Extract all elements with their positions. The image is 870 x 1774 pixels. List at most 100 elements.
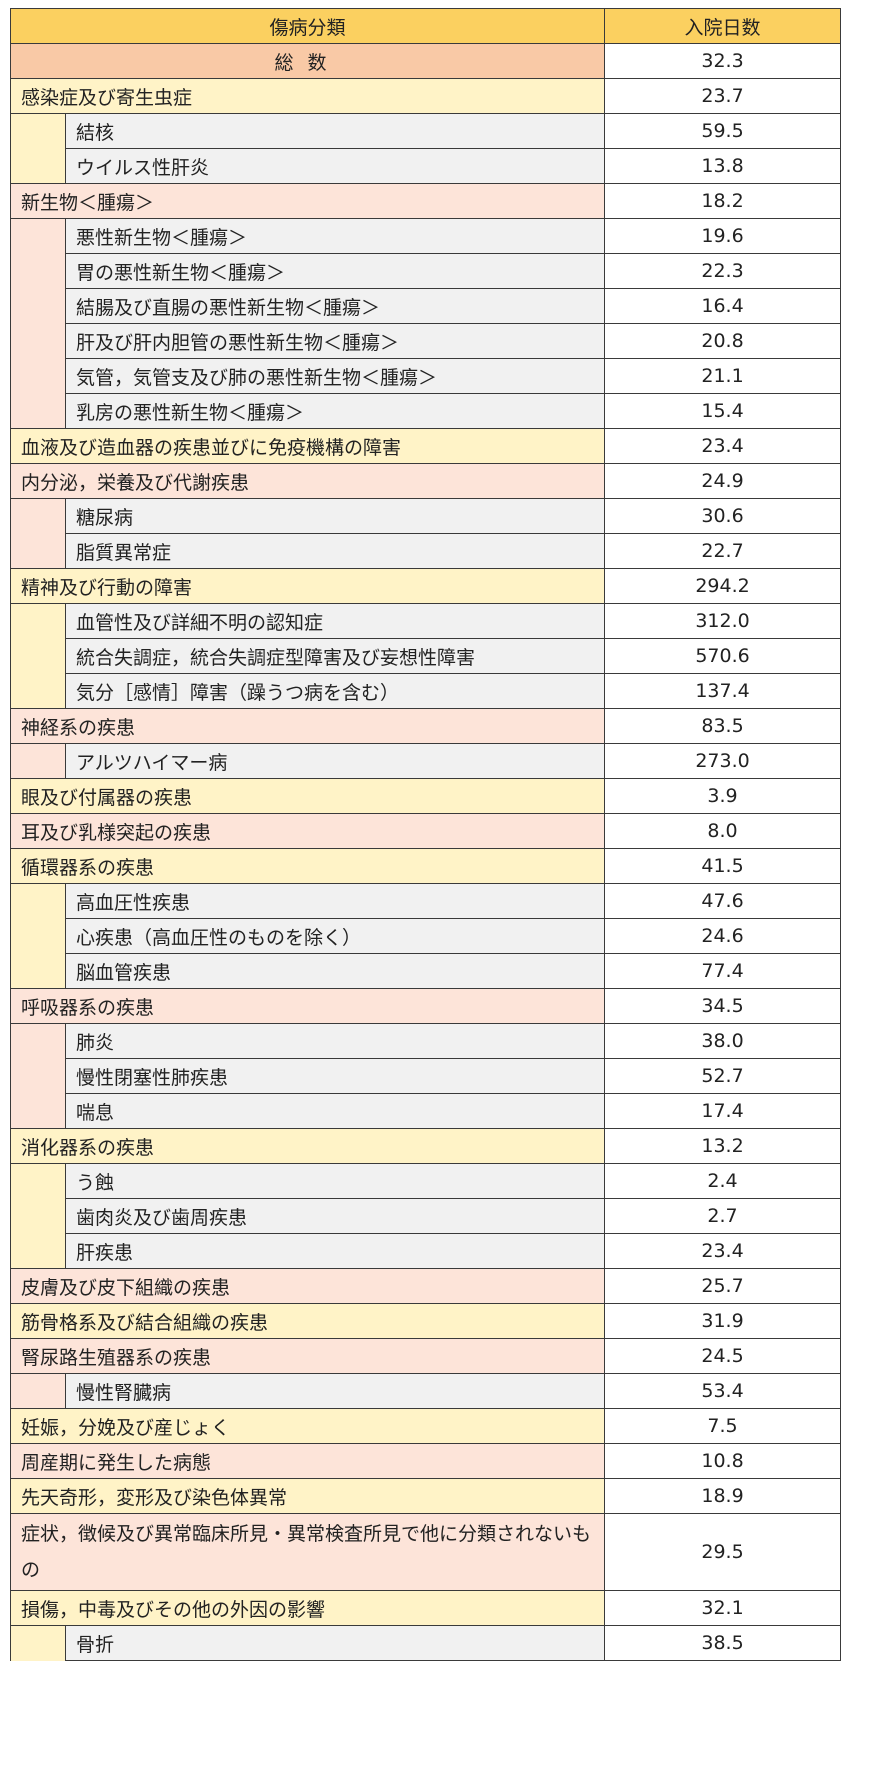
category-name: 症状，徴候及び異常臨床所見・異常検査所見で他に分類されないもの (9, 1513, 606, 1591)
indent-cell (10, 253, 66, 289)
category-name: 先天奇形，変形及び染色体異常 (9, 1478, 606, 1514)
subcategory-name: 脂質異常症 (64, 533, 606, 569)
subcategory-name: 喘息 (64, 1093, 606, 1129)
subcategory-row: 結腸及び直腸の悪性新生物＜腫瘍＞ 16.4 (10, 288, 842, 324)
category-name: 循環器系の疾患 (9, 848, 606, 884)
category-row: 腎尿路生殖器系の疾患 24.5 (9, 1338, 842, 1374)
subcategory-value: 77.4 (604, 953, 842, 989)
category-name: 呼吸器系の疾患 (9, 988, 606, 1024)
total-row: 総数 32.3 (9, 43, 842, 79)
subcategory-name: 気分［感情］障害（躁うつ病を含む） (64, 673, 606, 709)
subcategory-value: 570.6 (604, 638, 842, 674)
subcategory-value: 2.4 (604, 1163, 842, 1199)
subcategory-row: 慢性腎臓病 53.4 (10, 1373, 842, 1409)
subcategory-row: 骨折 38.5 (10, 1625, 842, 1661)
subcategory-row: 胃の悪性新生物＜腫瘍＞ 22.3 (10, 253, 842, 289)
indent-cell (10, 288, 66, 324)
category-row: 循環器系の疾患 41.5 (9, 848, 842, 884)
category-row: 妊娠，分娩及び産じょく 7.5 (9, 1408, 842, 1444)
subcategory-name: 肝及び肝内胆管の悪性新生物＜腫瘍＞ (64, 323, 606, 359)
category-name: 妊娠，分娩及び産じょく (9, 1408, 606, 1444)
hospital-days-table-container: 傷病分類 入院日数 総数 32.3 感染症及び寄生虫症 23.7 結核 59.5 ウイル… (9, 8, 842, 1661)
category-value: 32.1 (604, 1590, 842, 1626)
category-row: 呼吸器系の疾患 34.5 (9, 988, 842, 1024)
category-value: 10.8 (604, 1443, 842, 1479)
subcategory-name: 胃の悪性新生物＜腫瘍＞ (64, 253, 606, 289)
indent-cell (10, 1058, 66, 1094)
category-name: 内分泌，栄養及び代謝疾患 (9, 463, 606, 499)
category-row: 新生物＜腫瘍＞ 18.2 (9, 183, 842, 219)
category-value: 3.9 (604, 778, 842, 814)
subcategory-name: う蝕 (64, 1163, 606, 1199)
subcategory-row: 肝疾患 23.4 (10, 1233, 842, 1269)
indent-cell (10, 113, 66, 149)
subcategory-value: 30.6 (604, 498, 842, 534)
indent-cell (10, 883, 66, 919)
category-row: 感染症及び寄生虫症 23.7 (9, 78, 842, 114)
indent-cell (10, 1198, 66, 1234)
subcategory-value: 17.4 (604, 1093, 842, 1129)
subcategory-row: 慢性閉塞性肺疾患 52.7 (10, 1058, 842, 1094)
subcategory-name: 慢性腎臓病 (64, 1373, 606, 1409)
category-name: 皮膚及び皮下組織の疾患 (9, 1268, 606, 1304)
category-value: 24.9 (604, 463, 842, 499)
subcategory-value: 137.4 (604, 673, 842, 709)
subcategory-row: 統合失調症，統合失調症型障害及び妄想性障害 570.6 (10, 638, 842, 674)
category-value: 23.7 (604, 78, 842, 114)
subcategory-name: 骨折 (64, 1625, 606, 1661)
category-value: 29.5 (604, 1513, 842, 1591)
subcategory-name: 乳房の悪性新生物＜腫瘍＞ (64, 393, 606, 429)
subcategory-row: 気分［感情］障害（躁うつ病を含む） 137.4 (10, 673, 842, 709)
category-row: 耳及び乳様突起の疾患 8.0 (9, 813, 842, 849)
category-value: 18.9 (604, 1478, 842, 1514)
indent-cell (10, 1625, 66, 1661)
subcategory-row: ウイルス性肝炎 13.8 (10, 148, 842, 184)
category-value: 13.2 (604, 1128, 842, 1164)
subcategory-row: 高血圧性疾患 47.6 (10, 883, 842, 919)
category-name: 新生物＜腫瘍＞ (9, 183, 606, 219)
indent-cell (10, 148, 66, 184)
category-row: 神経系の疾患 83.5 (9, 708, 842, 744)
subcategory-value: 24.6 (604, 918, 842, 954)
category-row: 損傷，中毒及びその他の外因の影響 32.1 (9, 1590, 842, 1626)
category-name: 腎尿路生殖器系の疾患 (9, 1338, 606, 1374)
subcategory-row: 脳血管疾患 77.4 (10, 953, 842, 989)
header-category: 傷病分類 (9, 8, 606, 44)
indent-cell (10, 953, 66, 989)
category-row: 血液及び造血器の疾患並びに免疫機構の障害 23.4 (9, 428, 842, 464)
subcategory-name: ウイルス性肝炎 (64, 148, 606, 184)
subcategory-row: 喘息 17.4 (10, 1093, 842, 1129)
subcategory-value: 13.8 (604, 148, 842, 184)
indent-cell (10, 638, 66, 674)
subcategory-value: 59.5 (604, 113, 842, 149)
subcategory-value: 23.4 (604, 1233, 842, 1269)
category-row: 症状，徴候及び異常臨床所見・異常検査所見で他に分類されないもの 29.5 (9, 1513, 842, 1591)
subcategory-row: 糖尿病 30.6 (10, 498, 842, 534)
subcategory-value: 47.6 (604, 883, 842, 919)
category-value: 83.5 (604, 708, 842, 744)
subcategory-value: 21.1 (604, 358, 842, 394)
indent-cell (10, 323, 66, 359)
total-label: 総数 (9, 43, 606, 79)
category-value: 8.0 (604, 813, 842, 849)
subcategory-value: 38.5 (604, 1625, 842, 1661)
indent-cell (10, 743, 66, 779)
category-name: 精神及び行動の障害 (9, 568, 606, 604)
subcategory-value: 53.4 (604, 1373, 842, 1409)
indent-cell (10, 603, 66, 639)
subcategory-name: 悪性新生物＜腫瘍＞ (64, 218, 606, 254)
total-value: 32.3 (604, 43, 842, 79)
subcategory-row: 結核 59.5 (10, 113, 842, 149)
indent-cell (10, 533, 66, 569)
subcategory-name: 慢性閉塞性肺疾患 (64, 1058, 606, 1094)
subcategory-value: 16.4 (604, 288, 842, 324)
indent-cell (10, 1163, 66, 1199)
subcategory-name: 肝疾患 (64, 1233, 606, 1269)
category-row: 周産期に発生した病態 10.8 (9, 1443, 842, 1479)
subcategory-name: 気管，気管支及び肺の悪性新生物＜腫瘍＞ (64, 358, 606, 394)
category-row: 先天奇形，変形及び染色体異常 18.9 (9, 1478, 842, 1514)
category-value: 24.5 (604, 1338, 842, 1374)
subcategory-name: 統合失調症，統合失調症型障害及び妄想性障害 (64, 638, 606, 674)
subcategory-row: う蝕 2.4 (10, 1163, 842, 1199)
indent-cell (10, 1093, 66, 1129)
